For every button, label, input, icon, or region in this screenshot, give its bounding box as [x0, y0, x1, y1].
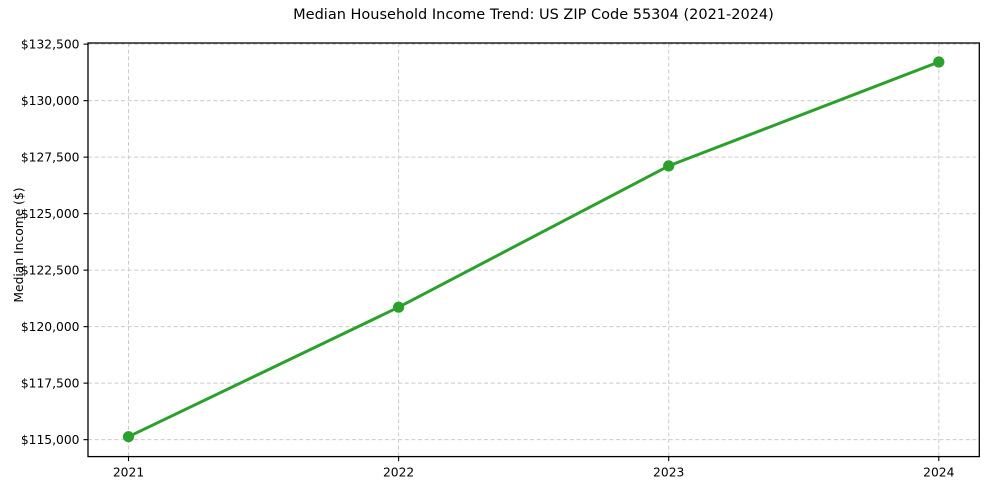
- y-tick-label: $122,500: [21, 263, 80, 277]
- x-tick-label: 2022: [383, 466, 414, 480]
- y-tick-label: $120,000: [21, 320, 80, 334]
- y-tick-label: $132,500: [21, 37, 80, 51]
- y-tick-label: $125,000: [21, 207, 80, 221]
- x-tick-label: 2021: [113, 466, 144, 480]
- y-tick-label: $127,500: [21, 150, 80, 164]
- income-trend-line: [127, 60, 940, 439]
- x-tick-label: 2023: [653, 466, 684, 480]
- data-point-2022: [393, 301, 405, 313]
- data-point-2021: [122, 431, 135, 443]
- chart-title: Median Household Income Trend: US ZIP Co…: [293, 7, 774, 23]
- data-point-2024: [933, 56, 945, 68]
- x-tick-label: 2024: [923, 466, 954, 480]
- plot-border: [87, 42, 980, 458]
- y-tick-label: $117,500: [21, 376, 80, 390]
- y-tick-label: $130,000: [21, 94, 80, 108]
- data-point-2023: [663, 160, 675, 172]
- y-tick-label: $115,000: [21, 433, 80, 447]
